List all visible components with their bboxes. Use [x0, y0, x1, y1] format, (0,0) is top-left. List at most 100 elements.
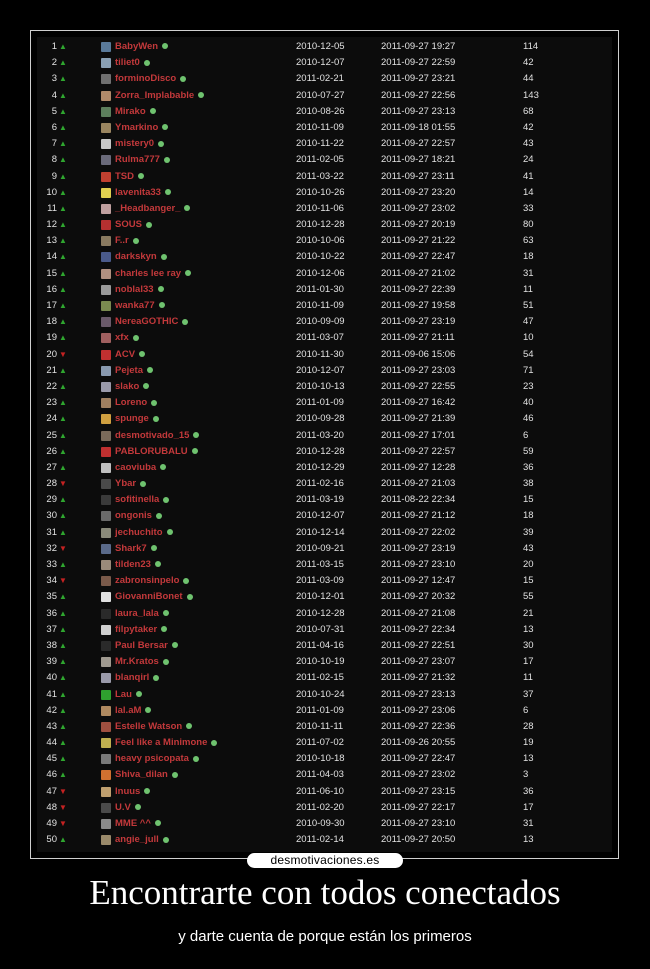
avatar[interactable] [101, 381, 111, 392]
avatar[interactable] [101, 398, 111, 409]
avatar[interactable] [101, 738, 111, 749]
username-link[interactable]: Shark7 [115, 541, 157, 557]
avatar[interactable] [101, 754, 111, 765]
avatar[interactable] [101, 365, 111, 376]
username-link[interactable]: NereaGOTHIC [115, 314, 189, 330]
username-link[interactable]: SOUS [115, 217, 152, 233]
avatar[interactable] [101, 819, 111, 829]
username-link[interactable]: charles lee ray [115, 266, 192, 282]
avatar[interactable] [101, 560, 111, 570]
username-link[interactable]: Pejeta [115, 363, 153, 379]
avatar[interactable] [101, 220, 111, 231]
username-link[interactable]: BabyWen [115, 39, 169, 55]
username-link[interactable]: zabronsinpelo [115, 573, 190, 589]
avatar[interactable] [101, 624, 111, 635]
avatar[interactable] [101, 511, 111, 522]
username-link[interactable]: tilden23 [115, 557, 161, 573]
site-logo[interactable]: desmotivaciones.es [247, 853, 403, 868]
avatar[interactable] [101, 689, 111, 700]
avatar[interactable] [101, 770, 111, 781]
avatar[interactable] [101, 495, 111, 506]
username-link[interactable]: Ymarkino [115, 120, 169, 136]
username-link[interactable]: jechuchito [115, 525, 173, 541]
username-link[interactable]: ongonis [115, 508, 162, 524]
avatar[interactable] [101, 786, 111, 797]
avatar[interactable] [101, 802, 111, 813]
avatar[interactable] [101, 640, 111, 651]
avatar[interactable] [101, 835, 111, 846]
avatar[interactable] [101, 673, 111, 684]
username-link[interactable]: Feel like a Minimone [115, 735, 218, 751]
avatar[interactable] [101, 122, 111, 133]
avatar[interactable] [101, 527, 111, 538]
username-link[interactable]: slako [115, 379, 150, 395]
username-link[interactable]: mistery0 [115, 136, 165, 152]
username-link[interactable]: caoviuba [115, 460, 167, 476]
username-link[interactable]: sofitinella [115, 492, 170, 508]
username-link[interactable]: xfx [115, 330, 139, 346]
username-link[interactable]: angie_jull [115, 832, 169, 848]
avatar[interactable] [101, 333, 111, 344]
avatar[interactable] [101, 106, 111, 117]
avatar[interactable] [101, 592, 111, 603]
username-link[interactable]: Zorra_Implabable [115, 88, 205, 104]
avatar[interactable] [101, 58, 111, 69]
avatar[interactable] [101, 543, 111, 554]
avatar[interactable] [101, 349, 111, 360]
avatar[interactable] [101, 446, 111, 457]
avatar[interactable] [101, 252, 111, 263]
username-link[interactable]: GiovanniBonet [115, 589, 193, 605]
avatar[interactable] [101, 657, 111, 668]
username-link[interactable]: lavenita33 [115, 185, 171, 201]
username-link[interactable]: heavy psicopata [115, 751, 199, 767]
username-link[interactable]: wanka77 [115, 298, 165, 314]
username-link[interactable]: filpytaker [115, 622, 168, 638]
username-link[interactable]: _Headbanger_ [115, 201, 191, 217]
avatar[interactable] [101, 268, 111, 279]
username-link[interactable]: Loreno [115, 395, 158, 411]
username-link[interactable]: Ybar [115, 476, 147, 492]
avatar[interactable] [101, 705, 111, 716]
username-link[interactable]: U.V [115, 800, 141, 816]
avatar[interactable] [101, 187, 111, 198]
avatar[interactable] [101, 414, 111, 425]
username-link[interactable]: Lau [115, 687, 142, 703]
avatar[interactable] [101, 284, 111, 295]
avatar[interactable] [101, 576, 111, 587]
username-link[interactable]: desmotivado_15 [115, 428, 200, 444]
username-link[interactable]: Shiva_dilan [115, 767, 178, 783]
username-link[interactable]: noblal33 [115, 282, 164, 298]
avatar[interactable] [101, 462, 111, 473]
username-link[interactable]: TSD [115, 169, 144, 185]
username-link[interactable]: Mirako [115, 104, 156, 120]
username-link[interactable]: lal.aM [115, 703, 152, 719]
avatar[interactable] [101, 301, 111, 311]
avatar[interactable] [101, 74, 111, 85]
username-link[interactable]: F..r [115, 233, 139, 249]
username-link[interactable]: darkskyn [115, 249, 167, 265]
avatar[interactable] [101, 139, 111, 150]
avatar[interactable] [101, 479, 111, 490]
avatar[interactable] [101, 317, 111, 328]
username-link[interactable]: lnuus [115, 784, 151, 800]
avatar[interactable] [101, 90, 111, 101]
avatar[interactable] [101, 203, 111, 214]
username-link[interactable]: blanqirl [115, 670, 160, 686]
username-link[interactable]: Paul Bersar [115, 638, 178, 654]
avatar[interactable] [101, 430, 111, 441]
avatar[interactable] [101, 236, 111, 247]
avatar[interactable] [101, 721, 111, 732]
avatar[interactable] [101, 608, 111, 619]
username-link[interactable]: Mr.Kratos [115, 654, 169, 670]
username-link[interactable]: tiliet0 [115, 55, 150, 71]
username-link[interactable]: Rulma777 [115, 152, 170, 168]
username-link[interactable]: spunge [115, 411, 159, 427]
username-link[interactable]: MME ^^ [115, 816, 161, 832]
username-link[interactable]: Estelle Watson [115, 719, 193, 735]
username-link[interactable]: forminoDisco [115, 71, 187, 87]
avatar[interactable] [101, 171, 111, 182]
avatar[interactable] [101, 42, 111, 52]
username-link[interactable]: ACV [115, 347, 146, 363]
username-link[interactable]: laura_lala [115, 606, 169, 622]
username-link[interactable]: PABLORUBALU [115, 444, 198, 460]
